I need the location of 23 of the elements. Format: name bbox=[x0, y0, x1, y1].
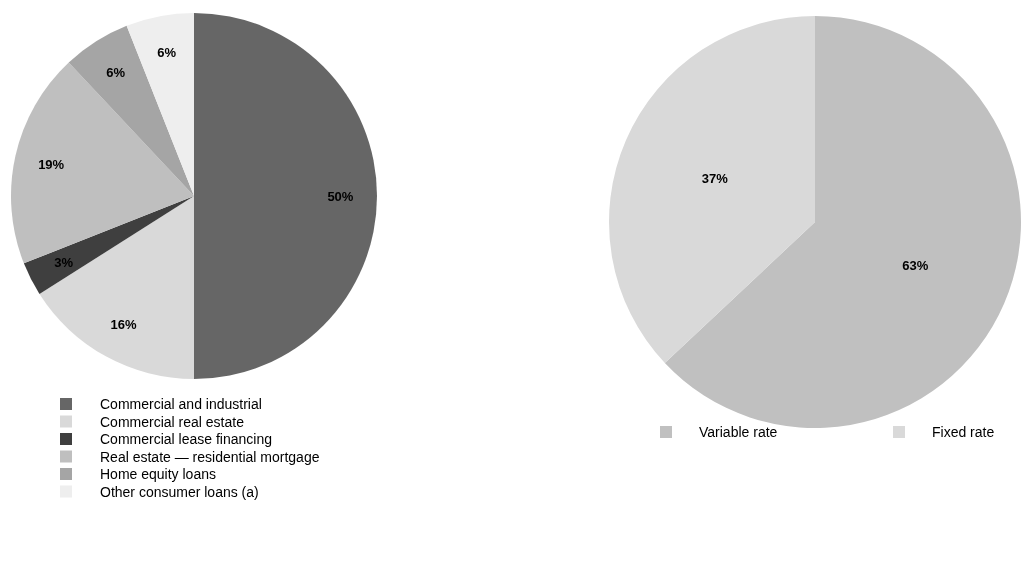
legend-label: Other consumer loans (a) bbox=[100, 483, 259, 500]
data-label: 50% bbox=[327, 188, 354, 204]
pie-slice bbox=[68, 25, 194, 196]
data-label: 3% bbox=[54, 254, 74, 270]
data-label: 19% bbox=[38, 156, 65, 172]
pie-slice bbox=[39, 196, 194, 379]
legend-label: Commercial real estate bbox=[100, 413, 245, 430]
pie-slice bbox=[194, 13, 377, 379]
pie-slice bbox=[609, 16, 815, 364]
pie-slice bbox=[23, 196, 194, 295]
legend-label: Commercial lease financing bbox=[100, 431, 272, 447]
legend-label: Variable rate bbox=[699, 424, 778, 440]
pie-slice bbox=[126, 13, 194, 196]
legend-label: Fixed rate bbox=[932, 424, 995, 440]
legend-label: Commercial and industrial bbox=[100, 396, 262, 412]
data-label: 6% bbox=[157, 44, 177, 60]
legend-label: Real estate — residential mortgage bbox=[100, 448, 320, 465]
data-label: 6% bbox=[106, 64, 126, 80]
legend-label: Home equity loans bbox=[100, 466, 216, 482]
data-label: 37% bbox=[701, 171, 729, 187]
pie-slice bbox=[664, 16, 1021, 428]
data-label: 63% bbox=[902, 257, 929, 273]
data-label: 16% bbox=[110, 316, 137, 332]
